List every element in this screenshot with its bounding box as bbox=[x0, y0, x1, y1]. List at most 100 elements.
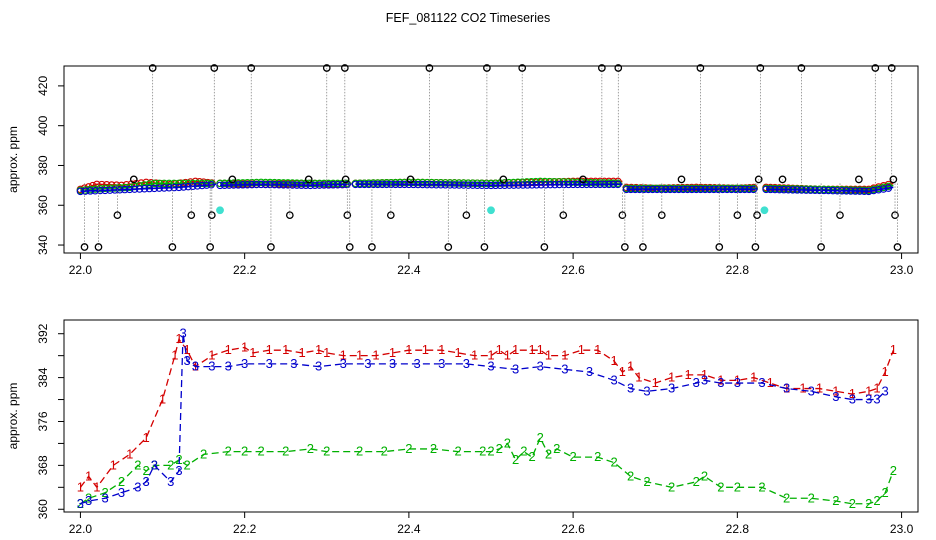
series-2-marker: 2 bbox=[890, 463, 897, 478]
series-2-marker: 2 bbox=[323, 444, 330, 459]
series-1-marker: 1 bbox=[578, 342, 585, 357]
series-2-marker: 2 bbox=[118, 474, 125, 489]
series-3-point bbox=[789, 186, 797, 194]
series-3-point bbox=[101, 186, 109, 195]
series-3-point bbox=[600, 180, 609, 189]
x-tick-label: 23.0 bbox=[890, 263, 914, 277]
series-1-marker: 1 bbox=[652, 375, 659, 390]
series-1-marker: 1 bbox=[126, 446, 133, 461]
series-3-marker: 3 bbox=[832, 389, 839, 404]
y-tick-label: 400 bbox=[36, 115, 50, 135]
x-tick-label: 22.6 bbox=[561, 522, 585, 536]
series-3-marker: 3 bbox=[315, 359, 322, 374]
series-3-point bbox=[76, 187, 85, 196]
series-2-marker: 2 bbox=[545, 446, 552, 461]
calibration-point bbox=[620, 243, 629, 251]
series-3-point bbox=[473, 181, 482, 189]
series-3-point bbox=[662, 185, 670, 194]
series-3-point bbox=[815, 186, 824, 195]
series-2-marker: 2 bbox=[200, 446, 207, 461]
series-1-marker: 1 bbox=[873, 381, 880, 396]
series-1-marker: 1 bbox=[299, 345, 306, 360]
series-1-marker: 1 bbox=[85, 468, 92, 483]
series-3-point bbox=[532, 181, 541, 189]
series-3-point bbox=[293, 181, 301, 189]
series-2-point bbox=[252, 178, 261, 187]
series-3-point bbox=[239, 181, 247, 189]
series-1-marker: 1 bbox=[635, 370, 642, 385]
series-3-point bbox=[125, 185, 134, 194]
series-3-marker: 3 bbox=[463, 356, 470, 371]
series-2-marker: 2 bbox=[758, 479, 765, 494]
calibration-point bbox=[322, 64, 331, 72]
calibration-point bbox=[113, 211, 122, 220]
series-3-point bbox=[874, 185, 883, 194]
series-3-marker: 3 bbox=[668, 381, 675, 396]
series-3-marker: 3 bbox=[561, 361, 568, 376]
calibration-point bbox=[614, 64, 623, 72]
series-2-point bbox=[450, 179, 459, 187]
series-3-point bbox=[86, 187, 95, 195]
series-1-marker: 1 bbox=[528, 342, 535, 357]
calibration-point bbox=[368, 243, 376, 251]
series-2-marker: 2 bbox=[882, 485, 889, 500]
series-3-marker: 3 bbox=[134, 479, 141, 494]
series-3-point bbox=[727, 185, 736, 194]
series-2-point bbox=[116, 183, 124, 192]
series-3-point bbox=[679, 185, 687, 194]
series-3-point bbox=[510, 181, 518, 189]
series-1-marker: 1 bbox=[561, 348, 568, 363]
calibration-point bbox=[187, 211, 196, 220]
series-2-marker: 2 bbox=[381, 444, 388, 459]
series-2-marker: 2 bbox=[241, 444, 248, 459]
series-2-point bbox=[150, 179, 159, 188]
series-2-marker: 2 bbox=[455, 444, 462, 459]
series-2-marker: 2 bbox=[717, 479, 724, 494]
series-3-marker: 3 bbox=[734, 375, 741, 390]
series-3-point bbox=[427, 180, 436, 189]
series-3-marker: 3 bbox=[512, 361, 519, 376]
series-3-point bbox=[569, 180, 577, 189]
series-2-point bbox=[418, 178, 427, 187]
series-3-point bbox=[302, 181, 310, 190]
series-3-point bbox=[869, 186, 878, 195]
series-3-marker: 3 bbox=[225, 359, 232, 374]
series-3-point bbox=[106, 186, 114, 194]
series-3-marker: 3 bbox=[175, 463, 182, 478]
series-3-point bbox=[116, 185, 124, 194]
series-3-point bbox=[189, 182, 197, 190]
series-3-point bbox=[207, 180, 216, 189]
series-3-trace bbox=[766, 186, 894, 193]
series-3-point bbox=[234, 181, 243, 189]
series-3-point bbox=[491, 181, 500, 190]
series-3-point bbox=[541, 180, 550, 189]
calibration-point bbox=[618, 211, 627, 220]
series-3-point bbox=[797, 186, 806, 194]
calibration-point bbox=[598, 64, 606, 72]
calibration-point bbox=[341, 175, 350, 184]
series-3-point bbox=[373, 180, 382, 189]
series-1-marker: 1 bbox=[717, 372, 724, 387]
series-3-point bbox=[692, 185, 701, 194]
plot-frame bbox=[63, 65, 919, 254]
calibration-point bbox=[304, 175, 313, 184]
series-2-point bbox=[279, 179, 288, 187]
series-3-point bbox=[193, 182, 202, 190]
series-1-marker: 1 bbox=[684, 367, 691, 382]
series-3-point bbox=[766, 185, 775, 194]
series-2-point bbox=[459, 179, 468, 187]
series-3-point bbox=[505, 181, 513, 189]
series-2-point bbox=[121, 183, 129, 192]
calibration-point bbox=[340, 64, 349, 72]
x-tick-label: 22.2 bbox=[233, 263, 257, 277]
calibration-point bbox=[207, 211, 216, 220]
series-2-point bbox=[469, 179, 477, 187]
x-tick-label: 22.8 bbox=[726, 522, 750, 536]
series-2-point bbox=[432, 178, 441, 187]
series-2-point bbox=[288, 179, 297, 187]
series-2-marker: 2 bbox=[832, 493, 839, 508]
calibration-point bbox=[756, 64, 765, 72]
series-2-marker: 2 bbox=[553, 441, 560, 456]
series-3-line bbox=[80, 333, 886, 505]
